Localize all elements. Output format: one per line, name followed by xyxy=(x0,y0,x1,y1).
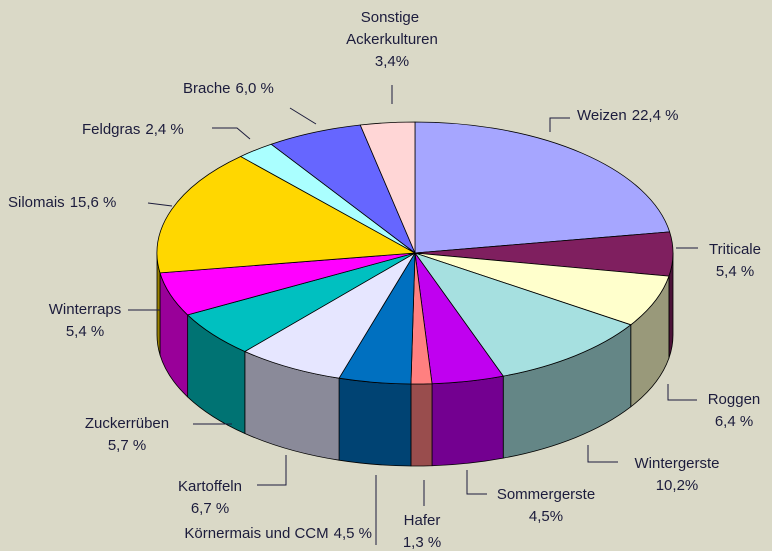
slice-label: Wintergerste xyxy=(634,455,719,472)
category-label: Feldgras xyxy=(82,121,140,138)
label-line: Sonstige xyxy=(361,9,424,26)
slice xyxy=(414,252,632,377)
slice-label: Zuckerrüben xyxy=(85,415,169,432)
label-line: Ackerkulturen xyxy=(346,31,438,48)
slice-label: Silomais 15,6 % xyxy=(8,194,116,211)
value-label: 5,4 % xyxy=(66,323,104,340)
slice-label: Kartoffeln xyxy=(178,478,242,495)
category-label: Weizen xyxy=(577,107,627,124)
leader-line xyxy=(549,117,570,132)
leader-line xyxy=(587,445,618,463)
value-label: 5,4 % xyxy=(716,263,754,280)
slice-label: Körnermais und CCM 4,5 % xyxy=(184,525,372,542)
value-label: 5,7 % xyxy=(108,437,146,454)
leader-line xyxy=(466,470,487,495)
slice xyxy=(156,156,416,274)
slice xyxy=(414,121,671,254)
category-label: Körnermais und CCM xyxy=(184,525,328,542)
slice-label: Sommergerste xyxy=(497,486,595,503)
slice-label: Roggen xyxy=(708,391,761,408)
slice xyxy=(244,252,416,379)
value-label: 4,5 % xyxy=(334,525,372,542)
slice-label: Hafer xyxy=(404,512,441,529)
slice-label: Triticale xyxy=(709,241,761,258)
slice-label: Feldgras 2,4 % xyxy=(82,121,184,138)
slice-label: Winterraps xyxy=(49,301,122,318)
slice-side xyxy=(431,375,504,467)
leader-line xyxy=(212,127,251,140)
value-label: 1,3 % xyxy=(403,534,441,551)
value-label: 22,4 % xyxy=(632,107,679,124)
slice-label: Weizen 22,4 % xyxy=(577,107,678,124)
value-label: 2,4 % xyxy=(145,121,183,138)
leader-line xyxy=(289,107,317,125)
value-label: 10,2% xyxy=(656,477,699,494)
value-label: 6,7 % xyxy=(191,500,229,517)
slice-side xyxy=(338,377,412,467)
slice-side xyxy=(410,383,433,467)
slice xyxy=(359,121,416,254)
leader-line xyxy=(147,202,173,207)
category-label: Silomais xyxy=(8,194,65,211)
value-label: 3,4% xyxy=(375,53,409,70)
leader-line xyxy=(257,455,287,486)
leader-line xyxy=(667,384,697,401)
value-label: 6,0 % xyxy=(236,80,274,97)
category-label: Brache xyxy=(183,80,231,97)
value-label: 15,6 % xyxy=(70,194,117,211)
slice-label: Brache 6,0 % xyxy=(183,80,274,97)
slice-label: Sonstige Ackerkulturen xyxy=(346,9,438,48)
value-label: 4,5% xyxy=(529,508,563,525)
value-label: 6,4 % xyxy=(715,413,753,430)
